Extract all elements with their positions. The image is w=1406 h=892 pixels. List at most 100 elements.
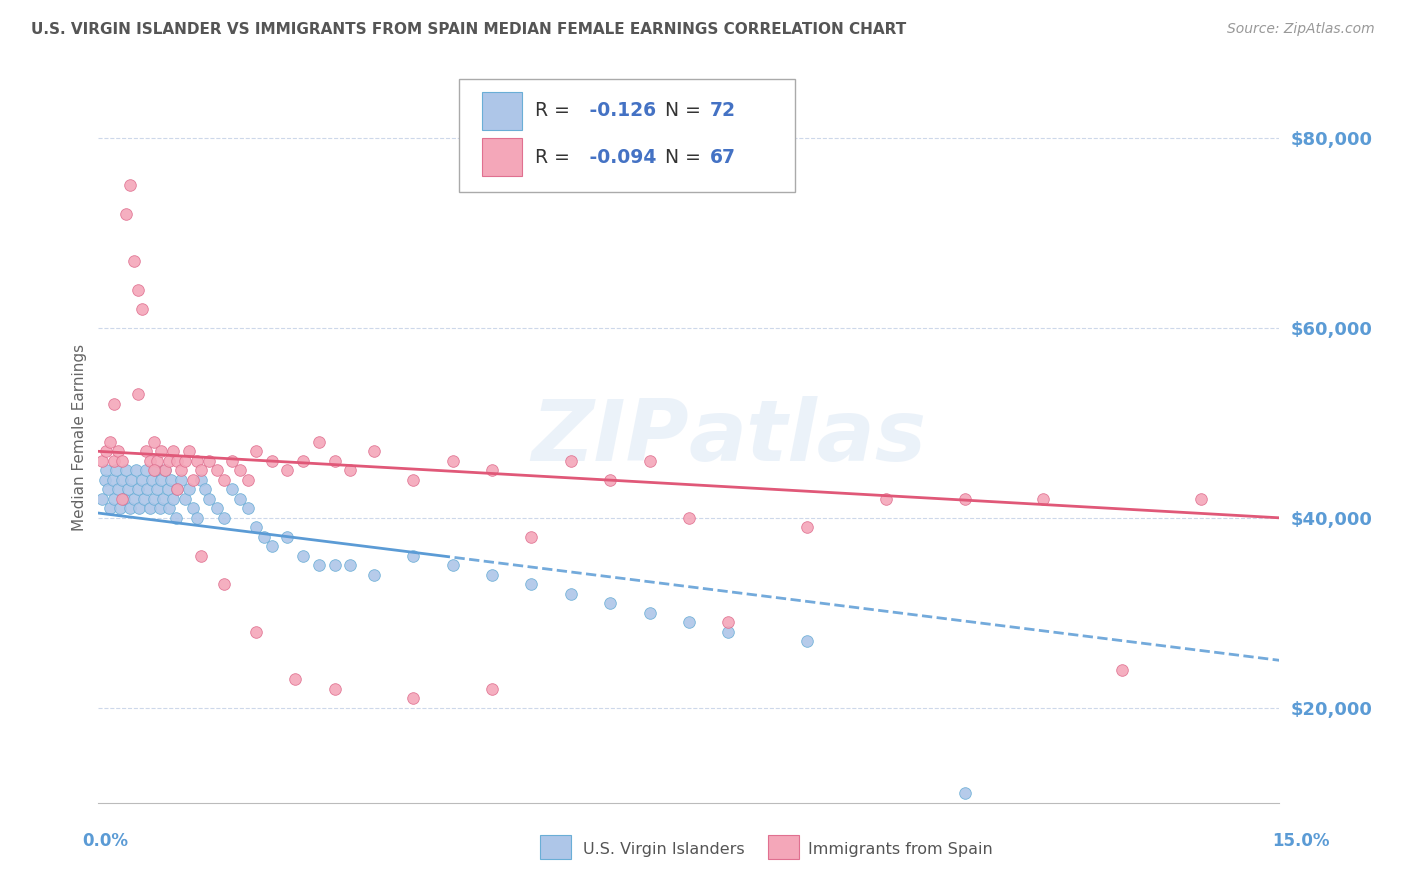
Point (229, 463, 252, 477)
Point (323, 558, 346, 573)
Text: ZIP: ZIP (531, 395, 689, 479)
Point (190, 473, 212, 487)
Point (157, 454, 180, 468)
Text: R =: R = (536, 148, 576, 167)
Point (115, 207, 138, 221)
Point (160, 473, 183, 487)
Text: Immigrants from Spain: Immigrants from Spain (808, 842, 993, 856)
Point (107, 444, 129, 458)
Point (284, 673, 307, 687)
Point (91, 491, 114, 506)
Point (98, 501, 121, 516)
Point (245, 444, 267, 458)
Point (93, 473, 115, 487)
Point (678, 615, 700, 630)
Point (131, 301, 153, 316)
Text: 15.0%: 15.0% (1272, 831, 1329, 849)
Point (132, 491, 155, 506)
Point (229, 491, 252, 506)
Point (131, 473, 153, 487)
Point (796, 634, 818, 648)
Point (520, 577, 543, 591)
Point (402, 473, 425, 487)
Point (96, 444, 118, 458)
Text: U.S. Virgin Islanders: U.S. Virgin Islanders (583, 842, 745, 856)
Text: -0.094: -0.094 (582, 148, 657, 167)
Text: 0.0%: 0.0% (83, 831, 128, 849)
Point (146, 483, 169, 497)
Point (441, 558, 464, 573)
Point (150, 473, 173, 487)
Point (103, 491, 125, 506)
Point (166, 483, 188, 497)
Point (152, 491, 174, 506)
Point (162, 444, 184, 458)
Point (127, 283, 149, 297)
Point (402, 549, 425, 563)
Point (260, 454, 283, 468)
Point (276, 463, 298, 477)
Point (121, 473, 143, 487)
Point (205, 501, 228, 516)
Point (103, 397, 125, 411)
Point (638, 606, 661, 620)
Point (170, 463, 193, 477)
Text: R =: R = (536, 102, 576, 120)
Point (197, 454, 219, 468)
Text: N =: N = (665, 148, 707, 167)
Point (520, 530, 543, 544)
Point (481, 681, 503, 696)
Point (110, 501, 132, 516)
Point (308, 558, 330, 573)
Text: 72: 72 (710, 102, 737, 120)
Point (155, 463, 177, 477)
Point (245, 624, 267, 639)
Text: U.S. VIRGIN ISLANDER VS IMMIGRANTS FROM SPAIN MEDIAN FEMALE EARNINGS CORRELATION: U.S. VIRGIN ISLANDER VS IMMIGRANTS FROM … (31, 22, 907, 37)
Point (339, 463, 361, 477)
Point (1032, 491, 1054, 506)
Point (186, 511, 208, 525)
Point (221, 454, 243, 468)
Point (253, 530, 276, 544)
Point (599, 473, 621, 487)
Point (717, 615, 740, 630)
Point (323, 681, 346, 696)
Y-axis label: Median Female Earnings: Median Female Earnings (72, 343, 87, 531)
Point (339, 558, 361, 573)
Point (127, 483, 149, 497)
Point (103, 454, 125, 468)
Point (111, 473, 134, 487)
Point (221, 483, 243, 497)
Point (127, 387, 149, 401)
Point (323, 454, 346, 468)
Point (157, 501, 180, 516)
Point (292, 549, 315, 563)
Point (170, 473, 193, 487)
Point (142, 463, 165, 477)
Point (717, 624, 740, 639)
Point (953, 491, 976, 506)
Point (560, 587, 582, 601)
Point (194, 483, 217, 497)
Point (118, 501, 141, 516)
Point (796, 520, 818, 534)
Point (128, 501, 150, 516)
Point (560, 454, 582, 468)
Point (150, 444, 173, 458)
Point (236, 501, 259, 516)
Point (214, 511, 236, 525)
Point (308, 434, 330, 449)
Point (205, 463, 228, 477)
Point (166, 483, 188, 497)
Point (953, 786, 976, 800)
Point (599, 596, 621, 610)
Point (138, 454, 160, 468)
Point (155, 463, 177, 477)
Point (481, 567, 503, 582)
FancyBboxPatch shape (482, 138, 523, 177)
Point (481, 463, 503, 477)
Point (197, 491, 219, 506)
Point (142, 491, 165, 506)
Point (97, 483, 120, 497)
Point (96, 463, 118, 477)
